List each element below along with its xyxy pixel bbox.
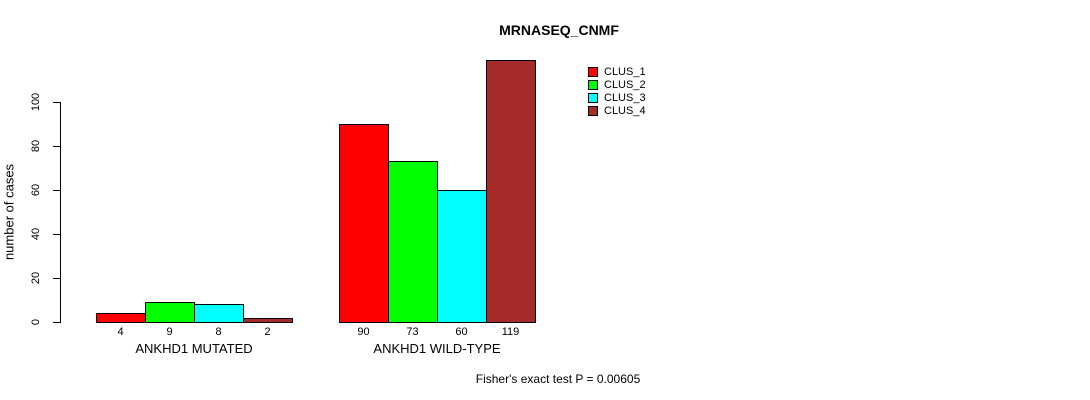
bar-clus_1-mutated (96, 313, 146, 323)
bar-clus_4-mutated (243, 317, 293, 323)
y-tick-label: 0 (30, 318, 42, 326)
y-tick-label: 40 (30, 227, 42, 241)
legend-swatch-clus_3 (588, 93, 598, 103)
y-tick (53, 234, 60, 235)
y-axis-title: number of cases (1, 163, 17, 261)
legend-entry: CLUS_1 (588, 66, 646, 78)
y-tick-label: 20 (30, 271, 42, 285)
bar-value-label: 8 (215, 326, 222, 338)
y-tick-label: 60 (30, 183, 42, 197)
y-tick-label: 100 (30, 92, 42, 112)
bar-value-label: 4 (117, 326, 124, 338)
bar-value-label: 73 (406, 326, 419, 338)
chart-title: MRNASEQ_CNMF (499, 22, 619, 38)
legend-entry: CLUS_2 (588, 79, 646, 91)
y-tick-label: 80 (30, 139, 42, 153)
bar-clus_3-mutated (194, 304, 244, 323)
fisher-test-annotation: Fisher's exact test P = 0.00605 (475, 372, 641, 386)
legend-label: CLUS_4 (604, 105, 646, 117)
legend-swatch-clus_2 (588, 80, 598, 90)
bar-value-label: 119 (501, 326, 520, 338)
legend-entry: CLUS_4 (588, 105, 646, 117)
y-axis-line (60, 102, 61, 323)
bar-value-label: 60 (455, 326, 468, 338)
y-tick (53, 102, 60, 103)
bar-clus_2-wild-type (388, 161, 438, 323)
legend-label: CLUS_2 (604, 79, 646, 91)
legend-entry: CLUS_3 (588, 92, 646, 104)
legend: CLUS_1 CLUS_2 CLUS_3 CLUS_4 (588, 66, 646, 117)
legend-swatch-clus_4 (588, 106, 598, 116)
group-label: ANKHD1 MUTATED (135, 341, 253, 356)
group-label: ANKHD1 WILD-TYPE (373, 341, 501, 356)
legend-label: CLUS_3 (604, 92, 646, 104)
y-tick (53, 146, 60, 147)
bar-clus_3-wild-type (437, 190, 487, 323)
y-tick (53, 322, 60, 323)
legend-swatch-clus_1 (588, 67, 598, 77)
bar-clus_4-wild-type (486, 60, 536, 323)
y-tick (53, 278, 60, 279)
bar-value-label: 9 (166, 326, 173, 338)
legend-label: CLUS_1 (604, 66, 646, 78)
bar-clus_1-wild-type (339, 124, 389, 323)
bar-value-label: 90 (357, 326, 370, 338)
bar-clus_2-mutated (145, 302, 195, 323)
y-tick (53, 190, 60, 191)
bar-value-label: 2 (264, 326, 271, 338)
